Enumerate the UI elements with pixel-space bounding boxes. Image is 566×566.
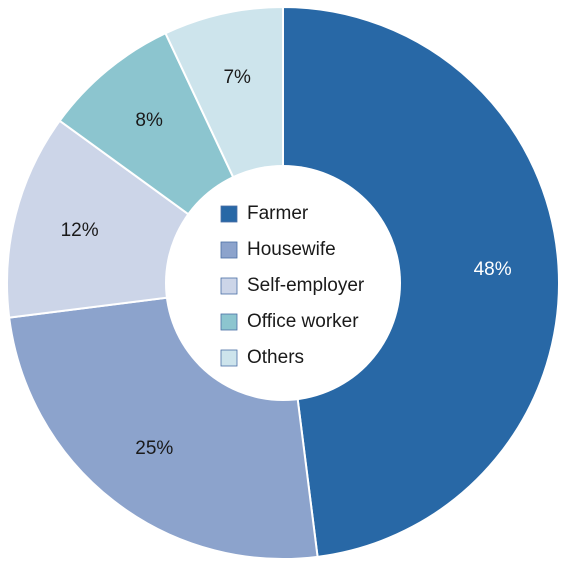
slice-label-self-employer: 12% [61, 220, 99, 241]
legend-swatch-self-employer [220, 277, 238, 295]
legend-item-office-worker: Office worker [220, 311, 359, 332]
legend-swatch-others [220, 349, 238, 367]
slice-label-farmer: 48% [474, 259, 512, 280]
legend-item-farmer: Farmer [220, 203, 309, 224]
slice-label-office-worker: 8% [135, 110, 163, 131]
legend-item-self-employer: Self-employer [220, 275, 365, 296]
legend-label-housewife: Housewife [247, 239, 336, 260]
legend: Farmer Housewife Self-employer Office worke… [220, 203, 365, 368]
legend-label-farmer: Farmer [247, 203, 309, 224]
donut-hole [165, 165, 401, 401]
legend-label-self-employer: Self-employer [247, 275, 365, 296]
legend-label-others: Others [247, 347, 304, 368]
legend-item-others: Others [220, 347, 304, 368]
legend-swatch-farmer [220, 205, 238, 223]
legend-item-housewife: Housewife [220, 239, 336, 260]
legend-label-office-worker: Office worker [247, 311, 359, 332]
legend-swatch-office-worker [220, 313, 238, 331]
slice-labels-group: 48% 25% 12% 8% 7% [61, 67, 512, 459]
legend-swatch-housewife [220, 241, 238, 259]
slice-farmer [282, 5, 560, 558]
slice-label-others: 7% [223, 67, 251, 88]
slice-label-housewife: 25% [135, 438, 173, 459]
